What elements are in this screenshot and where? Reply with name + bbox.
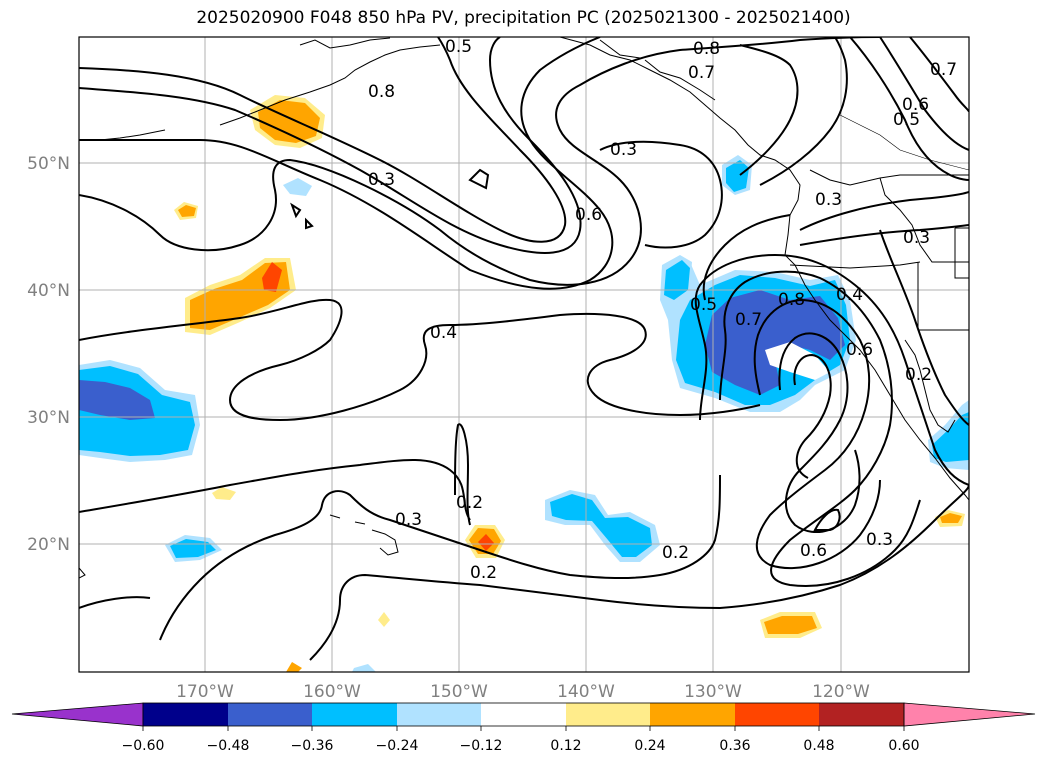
lon-label: 170°W <box>176 682 234 702</box>
colorbar-segment <box>650 703 735 726</box>
colorbar-tick-label: 0.48 <box>803 738 834 754</box>
contour-label: 0.7 <box>688 63 715 83</box>
colorbar-extend-min <box>11 702 144 727</box>
contour-label: 0.6 <box>902 95 929 115</box>
colorbar-tick-label: −0.48 <box>207 738 250 754</box>
contour-label: 0.3 <box>815 190 842 210</box>
contour-label: 0.6 <box>846 340 873 360</box>
colorbar-tick-label: 0.12 <box>550 738 581 754</box>
contour-label: 0.3 <box>903 228 930 248</box>
colorbar-outline <box>142 702 905 727</box>
graticule <box>79 37 969 672</box>
colorbar-segment <box>819 703 904 726</box>
contour-label: 0.5 <box>893 110 920 130</box>
lon-label: 160°W <box>303 682 361 702</box>
colorbar-segment <box>143 703 228 726</box>
lat-label: 20°N <box>27 535 70 555</box>
map-frame <box>78 36 970 673</box>
contour-label: 0.8 <box>368 82 395 102</box>
longitude-labels: 170°W 160°W 150°W 140°W 130°W 120°W <box>176 682 870 702</box>
colorbar-segment <box>397 703 481 726</box>
map-title: 2025020900 F048 850 hPa PV, precipitatio… <box>196 8 851 28</box>
contour-label: 0.3 <box>368 170 395 190</box>
colorbar-tick-label: 0.60 <box>888 738 919 754</box>
colorbar: −0.60 −0.48 −0.36 −0.24 −0.12 0.12 0.24 … <box>11 702 1036 754</box>
colorbar-segment <box>566 703 650 726</box>
contour-label: 0.7 <box>735 310 762 330</box>
colorbar-tick-label: −0.24 <box>376 738 419 754</box>
colorbar-tick-label: −0.36 <box>291 738 334 754</box>
contour-labels: 0.5 0.8 0.7 0.8 0.6 0.5 0.7 0.3 0.6 0.3 … <box>368 37 957 583</box>
colorbar-segment <box>735 703 819 726</box>
colorbar-tick-label: 0.36 <box>719 738 750 754</box>
contour-label: 0.2 <box>456 493 483 513</box>
contour-label: 0.7 <box>930 60 957 80</box>
lon-label: 130°W <box>684 682 742 702</box>
colorbar-tick-label: −0.12 <box>460 738 503 754</box>
colorbar-tick-label: −0.60 <box>122 738 165 754</box>
lat-label: 40°N <box>27 281 70 301</box>
contour-label: 0.3 <box>866 530 893 550</box>
negative-precip-areas <box>79 155 969 672</box>
colorbar-segment <box>312 703 397 726</box>
contour-label: 0.8 <box>778 290 805 310</box>
contour-label: 0.8 <box>693 39 720 59</box>
latitude-labels: 50°N 40°N 30°N 20°N <box>27 154 70 555</box>
lat-label: 30°N <box>27 408 70 428</box>
colorbar-segment <box>228 703 312 726</box>
lon-label: 140°W <box>557 682 615 702</box>
contour-label: 0.6 <box>800 541 827 561</box>
colorbar-extend-max <box>903 702 1036 727</box>
lat-label: 50°N <box>27 154 70 174</box>
contour-label: 0.2 <box>470 563 497 583</box>
contour-label: 0.6 <box>575 205 602 225</box>
contour-label: 0.2 <box>662 543 689 563</box>
contour-label: 0.2 <box>905 365 932 385</box>
contour-label: 0.3 <box>610 140 637 160</box>
contour-label: 0.3 <box>395 510 422 530</box>
colorbar-segment <box>481 703 566 726</box>
pv-contours <box>79 37 969 661</box>
lon-label: 150°W <box>430 682 488 702</box>
contour-label: 0.4 <box>836 285 863 305</box>
contour-label: 0.5 <box>690 295 717 315</box>
contour-label: 0.5 <box>445 37 472 57</box>
colorbar-tick-label: 0.24 <box>634 738 665 754</box>
contour-label: 0.4 <box>430 323 457 343</box>
lon-label: 120°W <box>812 682 870 702</box>
